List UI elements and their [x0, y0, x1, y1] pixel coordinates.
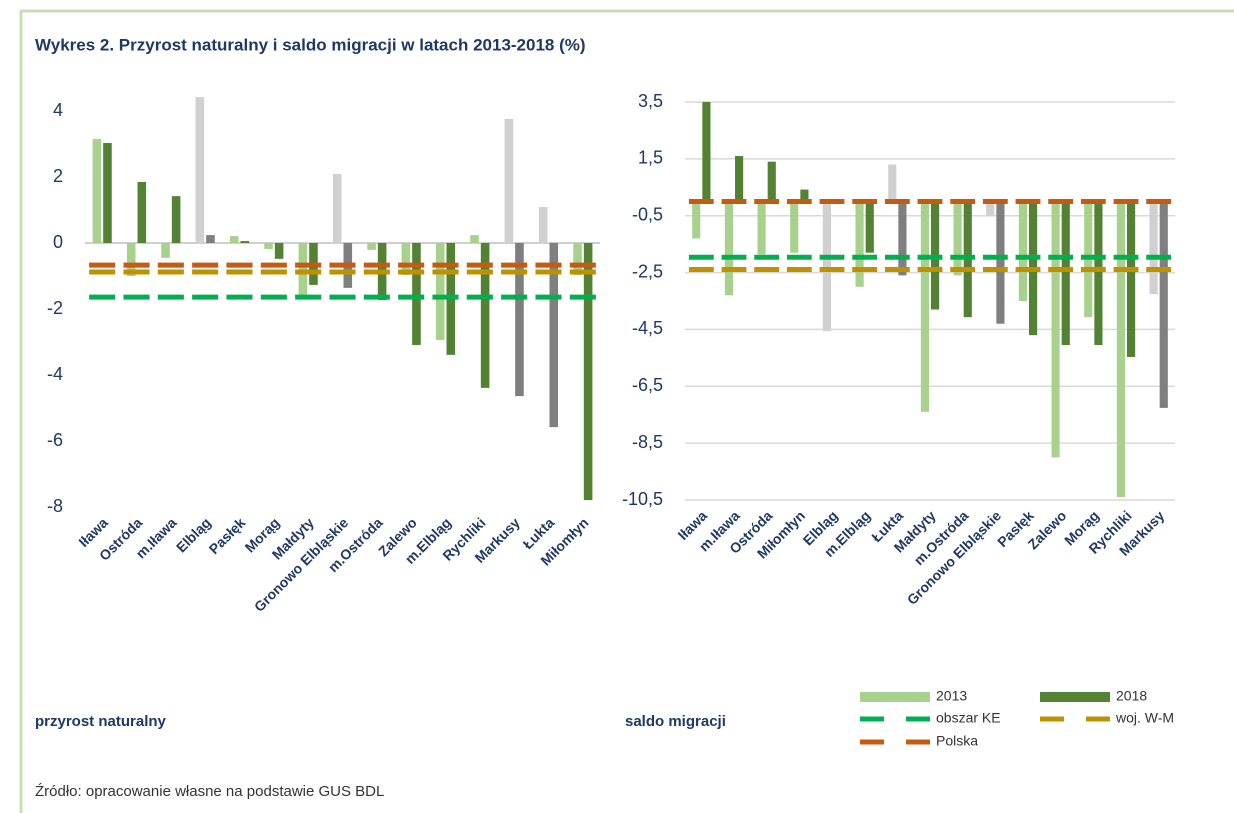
panel-label: saldo migracji [625, 713, 726, 730]
y-tick-label: -6,5 [632, 375, 663, 395]
bar [1149, 201, 1158, 295]
bar [1061, 201, 1070, 346]
y-tick-label: 2 [53, 166, 63, 186]
bar [435, 243, 445, 341]
bar [1051, 201, 1060, 458]
bar [206, 235, 215, 243]
bar [767, 161, 776, 202]
y-tick-label: -6 [47, 430, 63, 450]
bar [920, 201, 929, 412]
y-tick-label: -4 [47, 364, 63, 384]
legend-label: Polska [936, 733, 978, 749]
bar [103, 143, 112, 243]
chart-title: Wykres 2. Przyrost naturalny i saldo mig… [35, 35, 586, 54]
bar [126, 243, 136, 276]
bar [274, 243, 284, 259]
bar [240, 241, 250, 243]
bar [470, 235, 479, 243]
bar [724, 201, 733, 296]
legend-label: 2018 [1116, 688, 1147, 704]
bar [549, 243, 559, 428]
bar [800, 189, 809, 202]
bar [1094, 201, 1103, 346]
bar [898, 201, 907, 276]
bar [1018, 201, 1027, 301]
panel-label: przyrost naturalny [35, 713, 167, 730]
legend-swatch [860, 692, 930, 702]
bar [195, 97, 205, 243]
bar [573, 243, 582, 276]
bar [855, 201, 864, 287]
bar [865, 201, 874, 253]
bar [171, 196, 181, 243]
bar [332, 174, 342, 243]
legend-swatch [1040, 692, 1110, 702]
bar [367, 243, 376, 250]
bar [888, 164, 897, 202]
y-tick-label: 4 [53, 100, 63, 120]
y-tick-label: -4,5 [632, 318, 663, 338]
bar [986, 201, 995, 216]
bar [996, 201, 1005, 324]
bar [264, 243, 273, 249]
bar [953, 201, 962, 276]
y-tick-label: -8 [47, 496, 63, 516]
bar [735, 156, 744, 202]
bar [229, 236, 239, 243]
y-tick-label: -0,5 [632, 204, 663, 224]
y-tick-label: -8,5 [632, 432, 663, 452]
bar [702, 102, 711, 202]
source: Źródło: opracowanie własne na podstawie … [35, 783, 384, 800]
bar [412, 243, 421, 345]
bar [692, 201, 701, 239]
bar [515, 243, 524, 397]
bar [1159, 201, 1168, 408]
bar [538, 207, 548, 243]
y-tick-label: 0 [53, 232, 63, 252]
bar [92, 139, 102, 243]
bar [161, 243, 170, 258]
legend-label: 2013 [936, 688, 967, 704]
bar [137, 181, 147, 243]
y-tick-label: 1,5 [638, 148, 663, 168]
legend-label: woj. W-M [1115, 710, 1174, 726]
y-tick-label: 3,5 [638, 91, 663, 111]
bar [822, 201, 831, 332]
bar [504, 118, 514, 243]
x-tick-label: Pasłęk [206, 514, 249, 557]
y-tick-label: -2 [47, 298, 63, 318]
y-tick-label: -10,5 [622, 489, 663, 509]
bar [1116, 201, 1125, 498]
legend-label: obszar KE [936, 710, 1001, 726]
bar [1127, 201, 1136, 358]
bar [757, 201, 766, 255]
bar [583, 243, 593, 501]
bar [401, 243, 411, 276]
y-tick-label: -2,5 [632, 261, 663, 281]
bar [790, 201, 799, 253]
bar [480, 243, 490, 388]
